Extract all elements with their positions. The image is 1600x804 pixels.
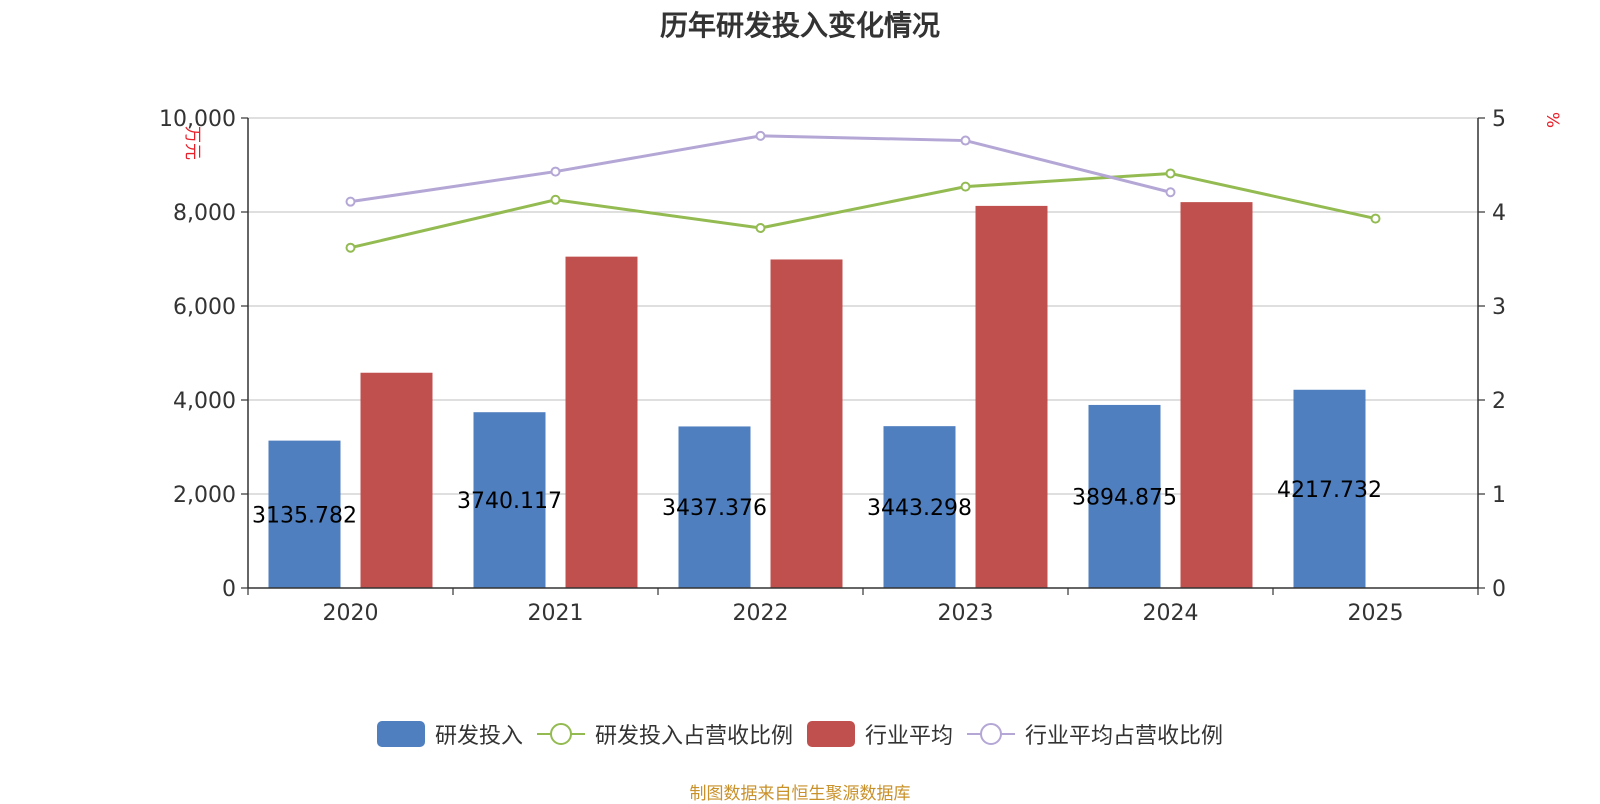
point-industry-ratio bbox=[960, 135, 971, 146]
bar-rd-investment bbox=[473, 412, 546, 588]
data-label-rd-investment: 3437.376 bbox=[662, 496, 767, 521]
y-right-unit-label: % bbox=[1542, 112, 1562, 128]
bar-rd-investment bbox=[268, 440, 341, 588]
chart-title: 历年研发投入变化情况 bbox=[659, 9, 940, 42]
point-rd-ratio bbox=[755, 222, 766, 233]
bar-industry-average bbox=[770, 259, 843, 588]
x-tick-label: 2020 bbox=[323, 601, 379, 626]
data-label-rd-investment: 3740.117 bbox=[457, 489, 562, 514]
legend-label-industry-average: 行业平均 bbox=[865, 724, 954, 749]
bar-rd-investment bbox=[678, 426, 751, 588]
bar-rd-investment bbox=[883, 426, 956, 588]
bar-industry-average bbox=[565, 256, 638, 588]
point-industry-ratio bbox=[550, 166, 561, 177]
bar-rd-investment bbox=[1293, 389, 1366, 588]
point-industry-ratio bbox=[755, 130, 766, 141]
y-left-tick-label: 8,000 bbox=[173, 201, 236, 226]
bar-industry-average bbox=[360, 372, 433, 588]
y-left-tick-label: 0 bbox=[222, 577, 236, 602]
legend-swatch-rd-ratio bbox=[536, 723, 585, 745]
data-label-rd-investment: 3894.875 bbox=[1072, 485, 1177, 510]
point-rd-ratio bbox=[345, 242, 356, 253]
data-label-rd-investment: 3443.298 bbox=[867, 496, 972, 521]
data-label-rd-investment: 3135.782 bbox=[252, 503, 357, 528]
x-tick-label: 2023 bbox=[938, 601, 994, 626]
legend-swatch-rd-investment bbox=[376, 721, 425, 747]
y-right-tick-label: 0 bbox=[1492, 577, 1506, 602]
point-rd-ratio bbox=[960, 181, 971, 192]
legend-item-rd-ratio[interactable]: 研发投入占营收比例 bbox=[536, 718, 793, 750]
chart-legend: 研发投入 研发投入占营收比例 行业平均 行业平均占营收比例 bbox=[0, 718, 1600, 750]
line-rd-ratio bbox=[350, 171, 1376, 250]
y-right-tick-label: 3 bbox=[1492, 295, 1506, 320]
y-right-tick-label: 2 bbox=[1492, 389, 1506, 414]
point-rd-ratio bbox=[1370, 213, 1381, 224]
legend-item-industry-average[interactable]: 行业平均 bbox=[807, 718, 953, 750]
legend-swatch-industry-average bbox=[807, 721, 855, 747]
data-source-note: 制图数据来自恒生聚源数据库 bbox=[689, 784, 911, 804]
bar-industry-average bbox=[975, 205, 1048, 588]
legend-swatch-industry-ratio bbox=[967, 723, 1016, 745]
x-tick-label: 2022 bbox=[733, 601, 789, 626]
bar-rd-investment bbox=[1088, 404, 1161, 588]
y-left-tick-label: 10,000 bbox=[159, 107, 236, 132]
point-rd-ratio bbox=[1165, 168, 1176, 179]
point-industry-ratio bbox=[345, 196, 356, 207]
point-industry-ratio bbox=[1165, 187, 1176, 198]
legend-item-industry-ratio[interactable]: 行业平均占营收比例 bbox=[967, 718, 1223, 750]
data-label-rd-investment: 4217.732 bbox=[1277, 478, 1382, 503]
legend-label-rd-ratio: 研发投入占营收比例 bbox=[594, 724, 793, 749]
y-left-tick-label: 2,000 bbox=[173, 483, 236, 508]
y-right-tick-label: 5 bbox=[1492, 107, 1506, 132]
x-tick-label: 2024 bbox=[1143, 601, 1199, 626]
x-tick-label: 2021 bbox=[528, 601, 584, 626]
legend-label-rd-investment: 研发投入 bbox=[434, 724, 523, 749]
y-left-unit-label: 万元 bbox=[182, 126, 202, 160]
x-tick-label: 2025 bbox=[1348, 601, 1404, 626]
point-rd-ratio bbox=[550, 194, 561, 205]
bar-industry-average bbox=[1180, 202, 1253, 588]
line-industry-ratio bbox=[350, 134, 1171, 204]
legend-item-rd-investment[interactable]: 研发投入 bbox=[376, 718, 523, 750]
y-left-tick-label: 4,000 bbox=[173, 389, 236, 414]
y-left-tick-label: 6,000 bbox=[173, 295, 236, 320]
legend-label-industry-ratio: 行业平均占营收比例 bbox=[1025, 724, 1224, 749]
y-right-tick-label: 4 bbox=[1492, 201, 1506, 226]
y-right-tick-label: 1 bbox=[1492, 483, 1506, 508]
